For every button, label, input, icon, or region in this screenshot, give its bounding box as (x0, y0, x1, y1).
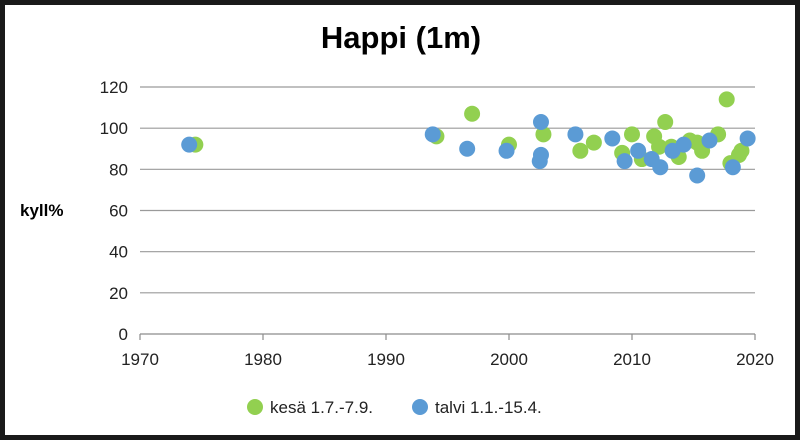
x-tick-label: 2010 (613, 350, 651, 369)
data-points (181, 91, 756, 184)
point-talvi (675, 136, 692, 153)
point-talvi (604, 130, 621, 147)
x-tick-label: 1970 (121, 350, 159, 369)
point-kesa (657, 113, 674, 130)
point-talvi (739, 130, 756, 147)
point-talvi (701, 132, 718, 149)
legend-label-kesa: kesä 1.7.-7.9. (270, 398, 373, 417)
x-tick-label: 1980 (244, 350, 282, 369)
y-tick-label: 120 (100, 78, 128, 97)
x-tick-label: 2000 (490, 350, 528, 369)
legend-label-talvi: talvi 1.1.-15.4. (435, 398, 542, 417)
y-tick-label: 100 (100, 119, 128, 138)
point-talvi (616, 153, 633, 170)
point-talvi (630, 142, 647, 159)
point-talvi (652, 159, 669, 176)
y-tick-label: 0 (119, 325, 128, 344)
point-kesa (733, 142, 750, 159)
point-kesa (624, 126, 640, 143)
point-kesa (535, 126, 552, 143)
point-kesa (572, 142, 589, 159)
y-tick-labels: 0 20 40 60 80 100 120 (100, 78, 128, 344)
point-talvi (567, 126, 584, 143)
chart-title: Happi (1m) (321, 20, 481, 55)
point-kesa (464, 105, 481, 122)
point-talvi (532, 146, 549, 163)
legend-marker-kesa (247, 399, 263, 415)
x-tick-labels: 1970 1980 1990 2000 2010 2020 (121, 350, 774, 369)
point-talvi (424, 126, 441, 143)
point-kesa (651, 138, 668, 155)
point-talvi (498, 142, 515, 159)
point-kesa (585, 134, 602, 151)
x-tick-label: 1990 (367, 350, 405, 369)
y-tick-label: 20 (109, 284, 128, 303)
point-talvi (532, 113, 549, 130)
point-kesa (718, 91, 735, 108)
y-tick-label: 60 (109, 202, 128, 221)
gridlines (139, 86, 756, 340)
legend-marker-talvi (412, 399, 428, 415)
y-axis-label: kyll% (20, 201, 63, 220)
point-talvi (181, 136, 198, 153)
x-tick-label: 2020 (736, 350, 774, 369)
legend: kesä 1.7.-7.9. talvi 1.1.-15.4. (247, 398, 542, 417)
y-tick-label: 40 (109, 243, 128, 262)
point-talvi (724, 159, 741, 176)
point-talvi (689, 167, 706, 184)
point-talvi (459, 140, 476, 157)
y-tick-label: 80 (109, 160, 128, 179)
